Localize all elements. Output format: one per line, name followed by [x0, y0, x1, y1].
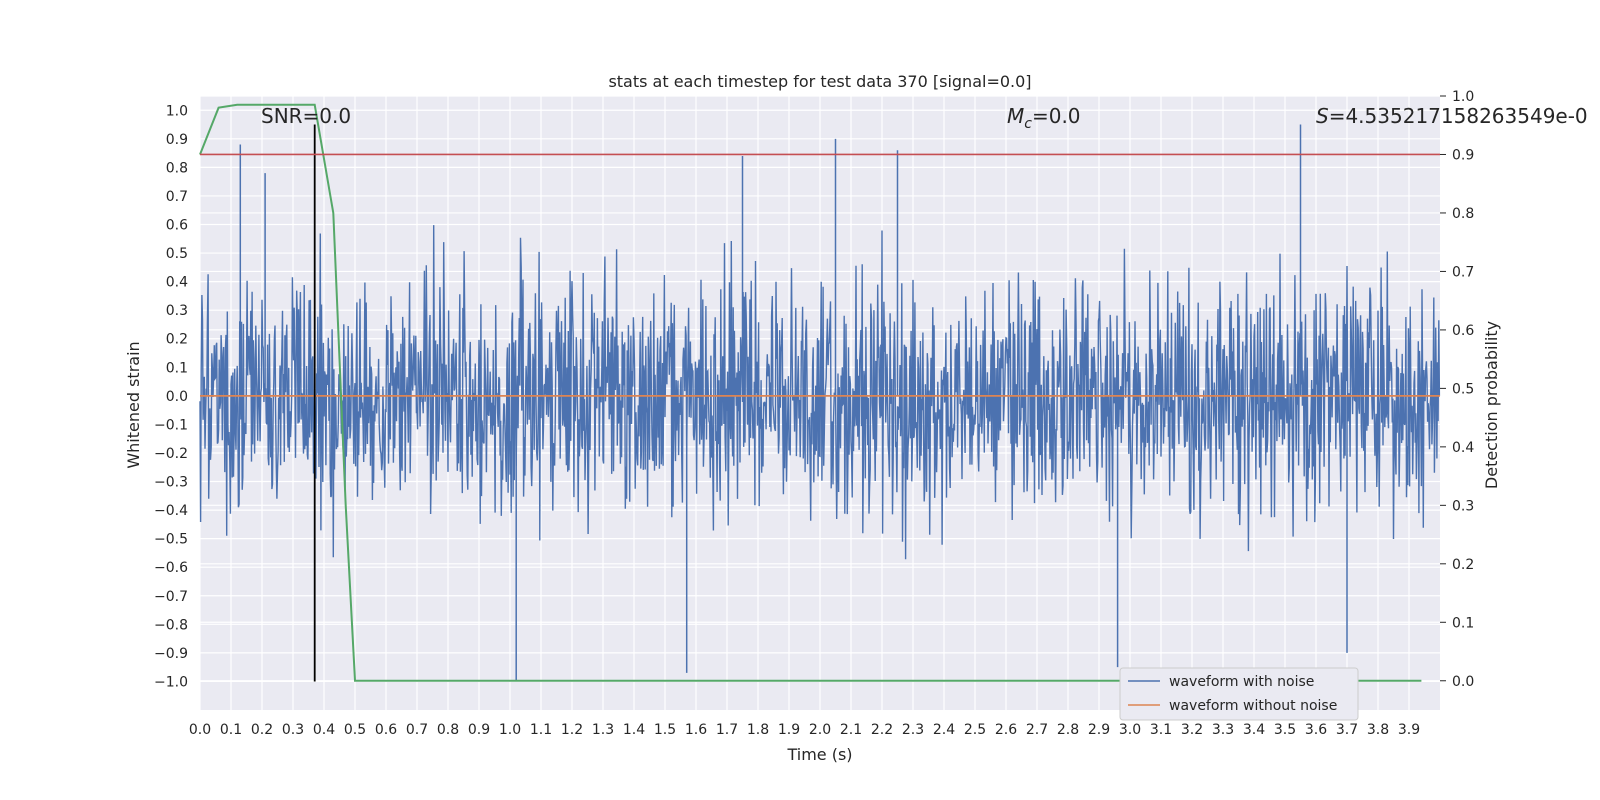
x-tick-label: 1.8 [747, 722, 769, 738]
x-tick-label: 0.7 [406, 722, 428, 738]
y-tick-label: −1.0 [154, 674, 188, 690]
legend-label-noise: waveform with noise [1169, 674, 1314, 690]
y2-tick-label: 0.6 [1452, 323, 1474, 339]
y2-tick-labels: 1.0 0.9 0.8 0.7 0.6 0.5 0.4 0.3 0.2 0.1 0.0 [1452, 89, 1474, 690]
legend-box [1119, 667, 1359, 721]
x-tick-label: 0.3 [282, 722, 304, 738]
x-tick-label: 1.4 [623, 722, 645, 738]
y2-tick-label: 0.8 [1452, 206, 1474, 222]
s-symbol: S [1316, 104, 1329, 128]
y-tick-label: 0.2 [166, 332, 188, 348]
chirp-mass-annotation: Mc=0.0 [1007, 104, 1081, 132]
chart-title: stats at each timestep for test data 370… [608, 72, 1031, 91]
x-tick-label: 1.0 [499, 722, 521, 738]
y-tick-label: −0.3 [154, 475, 188, 491]
y-axis-label: Whitened strain [124, 341, 143, 468]
x-tick-label: 2.5 [964, 722, 986, 738]
x-tick-label: 3.2 [1181, 722, 1203, 738]
x-tick-label: 2.8 [1057, 722, 1079, 738]
x-tick-label: 2.3 [902, 722, 924, 738]
y-tick-labels: 1.0 0.9 0.8 0.7 0.6 0.5 0.4 0.3 0.2 0.1 0.0 −0.1 −0.… [154, 103, 188, 690]
x-tick-label: 3.9 [1398, 722, 1420, 738]
x-tick-label: 1.3 [592, 722, 614, 738]
x-tick-label: 1.7 [716, 722, 738, 738]
series-detection-probability [199, 103, 1422, 682]
series-waveform-with-noise [199, 225, 1441, 560]
x-tick-label: 0.0 [189, 722, 211, 738]
y2-tick-label: 0.4 [1452, 440, 1474, 456]
y-tick-label: −0.4 [154, 503, 188, 519]
y-tick-label: 0.0 [166, 389, 188, 405]
y-tick-label: −0.8 [154, 617, 188, 633]
x-tick-label: 2.0 [809, 722, 831, 738]
y-tick-label: 0.5 [166, 246, 188, 262]
legend-label-clean: waveform without noise [1169, 698, 1337, 714]
mc-value: =0.0 [1032, 104, 1081, 128]
x-tick-label: 0.8 [437, 722, 459, 738]
y-tick-label: 0.7 [166, 189, 188, 205]
x-tick-label: 0.9 [468, 722, 490, 738]
x-tick-label: 3.0 [1119, 722, 1141, 738]
x-tick-label: 3.4 [1243, 722, 1265, 738]
x-tick-label: 0.1 [220, 722, 242, 738]
legend: waveform with noise waveform without noi… [1119, 667, 1359, 721]
y-tick-label: −0.9 [154, 646, 188, 662]
y2-tick-label: 0.7 [1452, 264, 1474, 280]
x-tick-label: 3.5 [1274, 722, 1296, 738]
x-tick-label: 2.1 [840, 722, 862, 738]
y-tick-label: 0.4 [166, 275, 188, 291]
x-tick-label: 3.3 [1212, 722, 1234, 738]
y-tick-label: −0.2 [154, 446, 188, 462]
x-tick-label: 0.5 [344, 722, 366, 738]
y2-tick-label: 0.3 [1452, 498, 1474, 514]
x-tick-label: 2.2 [871, 722, 893, 738]
x-tick-label: 1.9 [778, 722, 800, 738]
y-tick-label: −0.1 [154, 417, 188, 433]
mc-symbol: M [1007, 104, 1024, 128]
x-tick-label: 1.5 [654, 722, 676, 738]
y2-tick-label: 0.5 [1452, 381, 1474, 397]
s-value: =4.535217158263549e-0 [1329, 104, 1588, 128]
x-tick-label: 1.2 [561, 722, 583, 738]
snr-annotation: SNR=0.0 [261, 104, 351, 128]
y-tick-label: −0.7 [154, 589, 188, 605]
x-tick-label: 2.7 [1026, 722, 1048, 738]
x-tick-label: 3.1 [1150, 722, 1172, 738]
x-tick-labels: 0.0 0.1 0.2 0.3 0.4 0.5 0.6 0.7 0.8 0.9 1.0 1.1 1.2 1… [189, 722, 1420, 738]
mc-subscript: c [1024, 116, 1032, 132]
x-tick-label: 0.4 [313, 722, 335, 738]
x-tick-label: 3.8 [1367, 722, 1389, 738]
y2-tick-label: 0.2 [1452, 557, 1474, 573]
y2-tick-label: 0.9 [1452, 147, 1474, 163]
x-tick-label: 0.6 [375, 722, 397, 738]
y2-axis-label: Detection probability [1482, 321, 1501, 489]
y-tick-label: −0.6 [154, 560, 188, 576]
y-tick-label: 0.1 [166, 360, 188, 376]
y-tick-label: −0.5 [154, 532, 188, 548]
x-tick-label: 3.6 [1305, 722, 1327, 738]
x-axis-label: Time (s) [786, 745, 852, 764]
y-tick-label: 0.3 [166, 303, 188, 319]
x-tick-label: 2.6 [995, 722, 1017, 738]
y-tick-label: 0.8 [166, 160, 188, 176]
marks [199, 103, 1441, 682]
x-tick-label: 2.9 [1088, 722, 1110, 738]
x-tick-label: 2.4 [933, 722, 955, 738]
y2-tick-label: 0.1 [1452, 615, 1474, 631]
y-tick-label: 1.0 [166, 103, 188, 119]
y-tick-label: 0.6 [166, 218, 188, 234]
x-tick-label: 3.7 [1336, 722, 1358, 738]
x-tick-label: 1.6 [685, 722, 707, 738]
x-tick-label: 1.1 [530, 722, 552, 738]
x-tick-label: 0.2 [251, 722, 273, 738]
y2-tick-label: 0.0 [1452, 674, 1474, 690]
y2-tick-label: 1.0 [1452, 89, 1474, 105]
s-annotation: S=4.535217158263549e-0 [1316, 104, 1588, 128]
y-tick-label: 0.9 [166, 132, 188, 148]
